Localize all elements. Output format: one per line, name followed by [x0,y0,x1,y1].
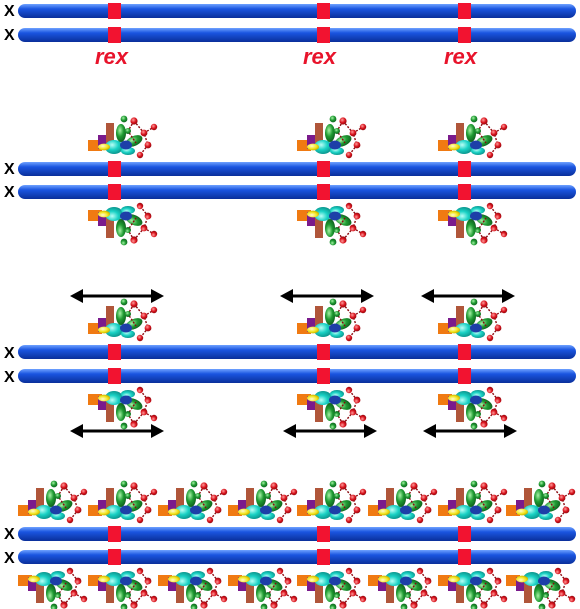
x-chromosome [18,162,576,176]
rex-site [108,27,121,43]
rex-site [458,526,471,542]
rex-site [317,526,330,542]
rex-site [108,3,121,19]
x-chromosome [18,28,576,42]
x-label: X [4,161,15,178]
rex-site [458,368,471,384]
rex-site [108,549,121,565]
x-label: X [4,526,15,543]
rex-site [458,184,471,200]
condensin-complex-icon [17,479,576,609]
panel-3: X X [4,287,576,440]
rex-site [317,344,330,360]
rex-site [108,184,121,200]
rex-site [317,161,330,177]
panel-4: X X [4,479,576,609]
rex-site [108,344,121,360]
rex-site [317,549,330,565]
rex-site [458,161,471,177]
x-chromosome [18,527,576,541]
rex-site [108,368,121,384]
double-headed-arrow-icon [68,287,519,440]
rex-label: rex [303,44,337,69]
x-label: X [4,3,15,20]
panel-1: X X rex rex rex [4,3,576,69]
x-label: X [4,345,15,362]
rex-site [108,161,121,177]
rex-label: rex [95,44,129,69]
x-chromosome [18,345,576,359]
x-label: X [4,550,15,567]
rex-site [317,27,330,43]
x-label: X [4,184,15,201]
x-chromosome [18,185,576,199]
rex-site [317,3,330,19]
condensin-complex-icon [87,297,508,431]
x-label: X [4,369,15,386]
panel-2: X X [4,114,576,247]
x-chromosome [18,4,576,18]
rex-site [458,549,471,565]
rex-site [458,344,471,360]
rex-site [458,3,471,19]
x-chromosome [18,550,576,564]
rex-label: rex [444,44,478,69]
rex-site [458,27,471,43]
rex-site [108,526,121,542]
x-chromosome [18,369,576,383]
x-label: X [4,27,15,44]
rex-site [317,184,330,200]
condensin-complex-icon [87,114,508,247]
rex-site [317,368,330,384]
